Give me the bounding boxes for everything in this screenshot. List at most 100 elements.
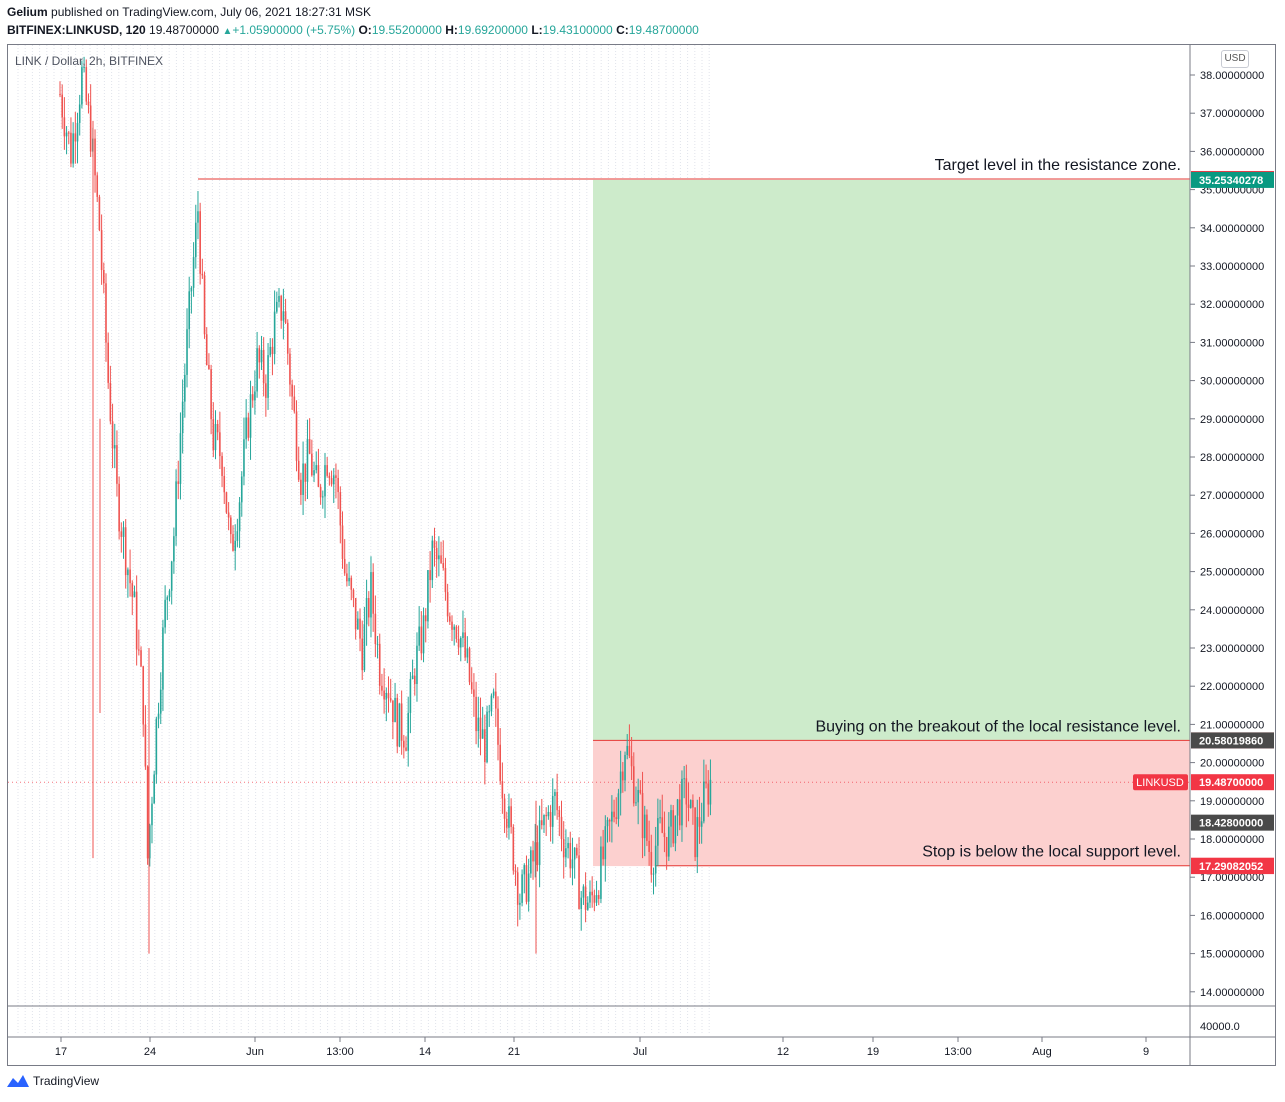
candle-body: [190, 287, 193, 292]
candle-body: [698, 817, 701, 827]
candle-body: [499, 744, 501, 782]
price-badge-label: 18.42800000: [1199, 818, 1263, 830]
y-tick-label: 23.00000000: [1200, 643, 1264, 655]
currency-button[interactable]: USD: [1221, 50, 1249, 68]
candle-body: [330, 478, 333, 485]
y-tick-label: 33.00000000: [1200, 261, 1264, 273]
candle-body: [400, 703, 403, 741]
candle-body: [258, 348, 261, 363]
candle-body: [389, 698, 392, 701]
candle-body: [186, 329, 188, 375]
candle-body: [280, 295, 282, 321]
y-tick-label: 28.00000000: [1200, 452, 1264, 464]
candle-body: [346, 573, 348, 582]
chart-pane[interactable]: [7, 44, 1276, 1066]
candle-body: [376, 643, 379, 645]
y-tick-label: 14.00000000: [1200, 987, 1264, 999]
candle-body: [116, 445, 118, 484]
y-tick-label: 18.00000000: [1200, 834, 1264, 846]
x-tick-label: 19: [867, 1046, 879, 1058]
candle-body: [519, 902, 521, 905]
candle-body: [696, 817, 699, 858]
candle-body: [332, 475, 335, 485]
candle-body: [374, 613, 377, 645]
y-tick-label: 26.00000000: [1200, 528, 1264, 540]
candle-body: [687, 804, 690, 808]
candle-body: [503, 798, 506, 819]
candle-body: [508, 806, 510, 828]
candle-body: [201, 273, 204, 276]
candle-body: [617, 793, 620, 820]
candle-body: [243, 439, 245, 477]
candle-body: [357, 618, 359, 630]
candle-body: [113, 445, 116, 449]
candle-body: [339, 492, 342, 526]
footer-brand[interactable]: TradingView: [33, 1074, 100, 1088]
candle-body: [446, 592, 449, 617]
candle-body: [407, 712, 410, 751]
candle-body: [324, 465, 326, 497]
candle-body: [234, 540, 236, 551]
candle-body: [199, 211, 201, 274]
annotation-text: Buying on the breakout of the local resi…: [815, 718, 1181, 735]
candle-body: [573, 847, 576, 860]
candle-body: [424, 615, 427, 622]
candle-body: [484, 729, 486, 763]
candle-body: [131, 583, 134, 597]
x-tick-label: 9: [1143, 1046, 1149, 1058]
y-tick-label: 30.00000000: [1200, 376, 1264, 388]
candle-body: [96, 175, 99, 197]
candle-body: [422, 615, 425, 654]
candle-body: [348, 577, 350, 582]
x-tick-label: 14: [419, 1046, 431, 1058]
candle-body: [654, 845, 657, 874]
candle-body: [361, 638, 364, 671]
candle-body: [560, 816, 563, 839]
candle-body: [286, 322, 289, 354]
candle-body: [462, 632, 464, 638]
candle-body: [85, 67, 88, 102]
candle-body: [630, 756, 633, 767]
open-label: O:: [358, 23, 372, 37]
candle-body: [367, 597, 370, 618]
candle-body: [413, 675, 416, 685]
candle-body: [76, 122, 79, 142]
y-tick-label: 38.00000000: [1200, 70, 1264, 82]
candle-body: [350, 577, 353, 590]
candle-body: [225, 492, 228, 513]
open-value: 19.55200000: [371, 23, 442, 37]
candle-body: [148, 825, 151, 859]
candle-body: [122, 527, 125, 537]
candle-body: [700, 821, 703, 827]
candle-body: [578, 855, 580, 909]
candle-body: [162, 627, 164, 690]
candle-body: [683, 778, 685, 780]
y-tick-label: 16.00000000: [1200, 910, 1264, 922]
candle-body: [459, 637, 462, 648]
candle-body: [138, 649, 140, 651]
candle-body: [551, 796, 554, 827]
candle-body: [282, 311, 285, 321]
candle-body: [606, 819, 609, 827]
author-name[interactable]: Gelium: [7, 5, 48, 19]
candle-body: [416, 645, 418, 685]
candle-body: [488, 711, 491, 713]
candle-body: [595, 895, 598, 903]
candle-body: [232, 534, 234, 551]
y-tick-label: 25.00000000: [1200, 567, 1264, 579]
y-tick-label: 17.00000000: [1200, 872, 1264, 884]
candle-body: [681, 778, 683, 826]
candle-body: [240, 476, 243, 503]
candle-body: [541, 820, 543, 826]
candle-body: [170, 561, 173, 591]
y-tick-label: 22.00000000: [1200, 681, 1264, 693]
candle-body: [521, 874, 523, 903]
candle-body: [326, 465, 328, 476]
candle-body: [370, 572, 372, 618]
candle-body: [411, 675, 414, 679]
candle-body: [153, 774, 155, 804]
candle-body: [505, 818, 508, 828]
candle-body: [289, 353, 291, 385]
candle-body: [70, 132, 72, 164]
